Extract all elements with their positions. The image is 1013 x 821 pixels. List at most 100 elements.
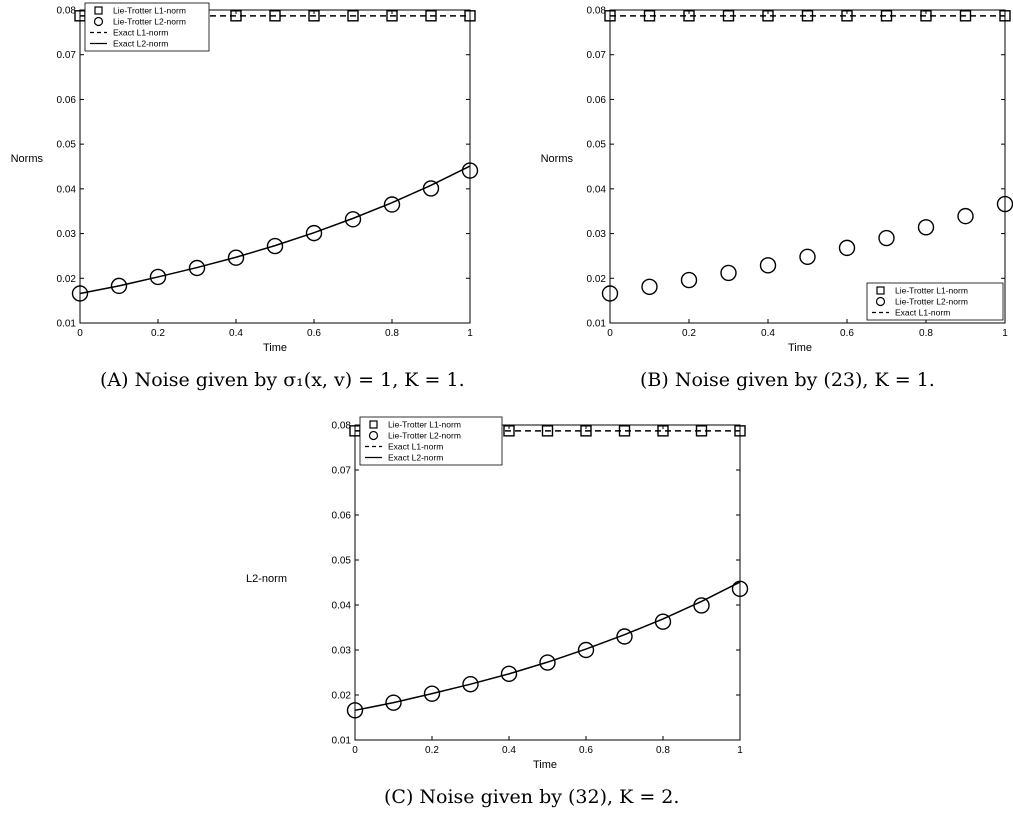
chart-panel-a: 0.01 0.02 0.03 0.04 0.05 0.06 0.07 0.08 0 0.2 0.4 0… (11, 2, 479, 354)
square-marker (841, 10, 853, 22)
circle-marker (461, 162, 479, 179)
legend-entry: Lie-Trotter L1-norm (388, 420, 461, 430)
y-tick-label: 0.03 (587, 229, 607, 240)
square-marker (722, 10, 735, 22)
square-marker (657, 425, 669, 437)
y-tick-label: 0.01 (332, 736, 352, 747)
circle-marker (680, 271, 698, 289)
legend-circle-icon (368, 430, 379, 441)
square-marker (541, 425, 554, 437)
caption-a: (A) Noise given by σ₁(x, v) = 1, K = 1. (100, 369, 465, 391)
circle-marker (577, 641, 595, 659)
x-tick-label: 0.4 (229, 328, 243, 339)
legend-square-icon (94, 6, 103, 15)
x-tick-label: 0 (607, 328, 613, 339)
legend-box (84, 2, 210, 52)
circle-marker (344, 211, 362, 228)
x-axis-label: Time (263, 342, 287, 354)
y-tick-label: 0.01 (57, 319, 77, 330)
circle-marker (110, 277, 128, 295)
y-tick-label: 0.08 (587, 6, 607, 17)
y-tick-label: 0.05 (587, 140, 607, 151)
square-marker (618, 425, 631, 437)
circle-marker (383, 196, 401, 213)
x-tick-label: 0.4 (761, 328, 775, 339)
chart-panel-c: 0.01 0.02 0.03 0.04 0.05 0.06 0.07 0.08 0 0.2 0.4 0… (246, 416, 749, 771)
legend-entry: Exact L2-norm (388, 453, 443, 463)
square-marker (386, 10, 398, 22)
x-tick-label: 0.8 (656, 745, 670, 756)
circle-marker (601, 285, 619, 302)
x-tick-label: 1 (467, 328, 473, 339)
square-marker (643, 10, 656, 22)
y-tick-label: 0.03 (332, 646, 352, 657)
series-line-exact-l2-norm (354, 581, 741, 712)
y-tick-label: 0.07 (332, 466, 352, 477)
circle-marker (917, 219, 935, 236)
x-axis-label: Time (533, 759, 557, 771)
circle-marker (422, 180, 440, 197)
caption-b: (B) Noise given by (23), K = 1. (640, 369, 935, 391)
square-marker (580, 425, 592, 437)
y-tick-label: 0.03 (57, 229, 77, 240)
circle-marker (693, 597, 710, 614)
square-marker (762, 10, 774, 22)
circle-marker (423, 685, 441, 702)
square-marker (920, 10, 932, 22)
square-marker (308, 10, 320, 22)
circle-marker (500, 665, 518, 683)
x-tick-label: 0.8 (385, 328, 399, 339)
legend-entry: Lie-Trotter L2-norm (388, 431, 461, 441)
y-tick-label: 0.07 (587, 50, 607, 61)
circle-marker (759, 257, 777, 274)
square-marker (880, 10, 893, 22)
y-tick-label: 0.04 (587, 184, 607, 195)
circle-marker (731, 580, 749, 598)
circle-marker (385, 694, 402, 711)
x-axis-label: Time (788, 342, 812, 354)
legend-circle-icon (93, 16, 104, 27)
x-tick-label: 0.2 (151, 328, 165, 339)
circle-marker (149, 268, 167, 286)
x-tick-label: 0.4 (502, 745, 516, 756)
x-tick-label: 0 (77, 328, 83, 339)
y-tick-label: 0.04 (57, 184, 77, 195)
circle-marker (539, 654, 556, 671)
square-marker (959, 10, 972, 22)
square-marker (230, 10, 242, 22)
y-tick-label: 0.08 (57, 6, 77, 17)
circle-marker (641, 278, 658, 295)
x-tick-label: 0.6 (307, 328, 321, 339)
legend-entry: Lie-Trotter L2-norm (895, 297, 968, 307)
y-tick-label: 0.02 (57, 274, 77, 285)
legend-entry: Lie-Trotter L1-norm (113, 6, 186, 16)
y-tick-label: 0.07 (57, 50, 77, 61)
circle-marker (346, 702, 364, 719)
square-marker (425, 10, 437, 22)
legend-square-icon (369, 420, 378, 429)
circle-marker (462, 676, 479, 693)
circle-marker (654, 613, 672, 630)
legend-circle-icon (875, 296, 886, 307)
square-marker (503, 425, 515, 437)
legend-box (359, 416, 503, 466)
circle-marker (720, 264, 737, 282)
square-marker (683, 10, 695, 22)
square-marker (801, 10, 814, 22)
caption-c: (C) Noise given by (32), K = 2. (384, 786, 680, 808)
y-tick-label: 0.06 (332, 511, 352, 522)
circle-marker (227, 249, 245, 266)
circle-marker (799, 248, 816, 266)
y-tick-label: 0.05 (332, 556, 352, 567)
circle-marker (71, 285, 89, 302)
x-tick-label: 0.6 (579, 745, 593, 756)
y-axis-label: L2-norm (246, 573, 287, 585)
y-axis-label: Norms (11, 153, 44, 165)
y-tick-label: 0.06 (587, 95, 607, 106)
square-marker (347, 10, 359, 22)
x-tick-label: 0 (352, 745, 358, 756)
legend-box (866, 282, 1004, 321)
square-marker (464, 10, 476, 22)
legend-entry: Exact L1-norm (113, 28, 168, 38)
x-tick-label: 1 (737, 745, 743, 756)
